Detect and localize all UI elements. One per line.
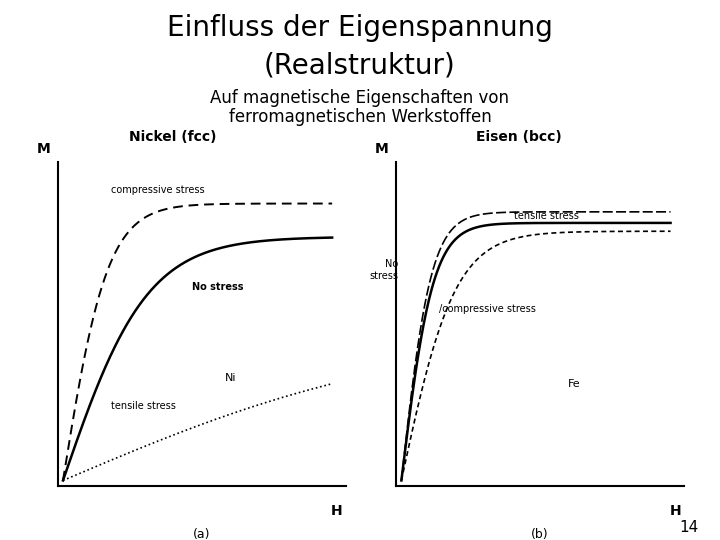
Text: M: M (37, 141, 50, 156)
Text: 14: 14 (679, 519, 698, 535)
Text: Auf magnetische Eigenschaften von: Auf magnetische Eigenschaften von (210, 89, 510, 107)
Text: M: M (375, 141, 389, 156)
Text: Eisen (bcc): Eisen (bcc) (475, 130, 562, 144)
Text: tensile stress: tensile stress (514, 211, 580, 221)
Text: Einfluss der Eigenspannung: Einfluss der Eigenspannung (167, 14, 553, 42)
Text: (a): (a) (193, 528, 210, 540)
Text: H: H (670, 504, 681, 518)
Text: No
stress: No stress (369, 259, 399, 281)
Text: Ni: Ni (225, 373, 236, 383)
Text: H: H (331, 504, 343, 518)
Text: tensile stress: tensile stress (112, 401, 176, 411)
Text: No stress: No stress (192, 282, 243, 292)
Text: ferromagnetischen Werkstoffen: ferromagnetischen Werkstoffen (229, 108, 491, 126)
Text: /compressive stress: /compressive stress (439, 304, 536, 314)
Text: (Realstruktur): (Realstruktur) (264, 51, 456, 79)
Text: Fe: Fe (568, 379, 581, 389)
Text: Nickel (fcc): Nickel (fcc) (129, 130, 217, 144)
Text: compressive stress: compressive stress (112, 185, 205, 195)
Text: (b): (b) (531, 528, 549, 540)
